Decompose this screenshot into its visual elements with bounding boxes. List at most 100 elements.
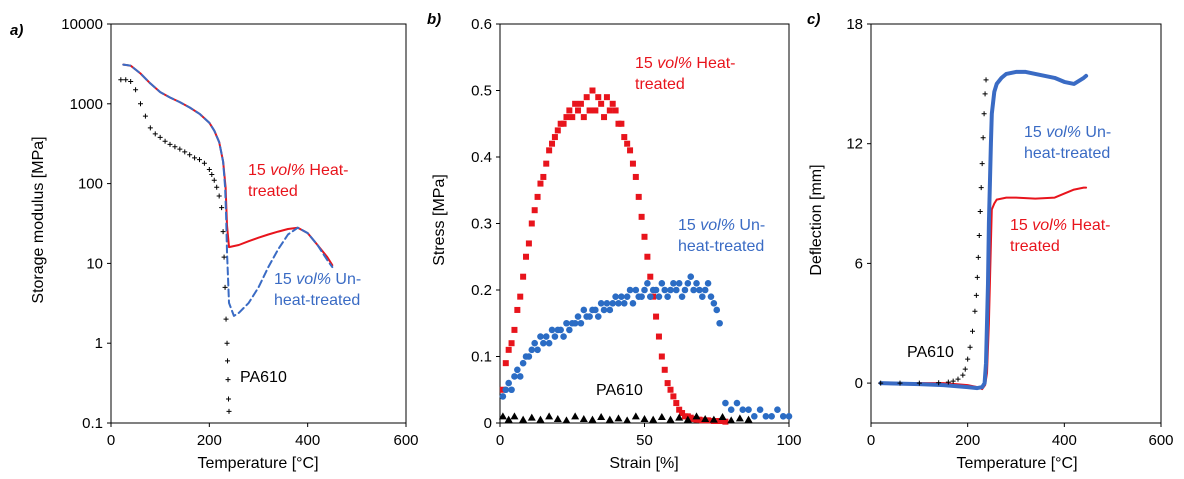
plus-marker: [152, 131, 158, 137]
annotation-italic-part: vol%: [1046, 124, 1081, 141]
plus-marker: [972, 308, 978, 314]
y-axis-title: Storage modulus [MPa]: [30, 136, 47, 303]
y-tick-label: 10: [86, 255, 103, 272]
y-tick-label: 0.4: [471, 149, 492, 166]
circle-marker: [638, 293, 645, 300]
circle-marker: [514, 366, 521, 374]
panel-label: a): [10, 22, 23, 39]
square-marker: [612, 107, 619, 114]
plus-marker: [197, 157, 202, 163]
plus-marker: [222, 284, 228, 290]
annotation-italic-part: vol%: [657, 55, 692, 72]
annotation-part: Heat-: [1067, 217, 1111, 234]
y-tick-label: 18: [846, 16, 863, 33]
circle-marker: [551, 333, 559, 340]
circle-marker: [626, 286, 634, 294]
y-tick-label: 0: [855, 375, 863, 392]
triangle-marker: [553, 415, 562, 423]
triangle-marker: [692, 412, 701, 420]
square-marker: [575, 107, 582, 114]
circle-marker: [618, 293, 625, 300]
circle-marker: [632, 286, 640, 294]
circle-marker: [612, 293, 619, 300]
square-marker: [629, 160, 636, 167]
circle-marker: [580, 306, 588, 314]
plus-marker: [955, 376, 961, 382]
circle-marker: [713, 306, 721, 314]
plus-marker: [980, 135, 986, 141]
square-marker: [514, 306, 521, 313]
circle-marker: [566, 326, 573, 334]
circle-marker: [528, 346, 536, 354]
circle-marker: [499, 393, 507, 400]
annotation-part: Heat-: [692, 55, 736, 72]
square-marker: [586, 107, 593, 114]
annotation-part: Un-: [735, 217, 765, 234]
circle-marker: [768, 413, 775, 420]
annotation-italic-part: vol%: [700, 217, 735, 234]
annotation-label: 15 vol% Heat-treated: [635, 55, 736, 93]
square-marker: [525, 240, 532, 247]
plus-marker: [897, 380, 903, 386]
circle-marker: [684, 280, 692, 287]
plus-marker: [147, 125, 153, 131]
circle-marker: [623, 293, 631, 300]
circle-marker: [511, 373, 518, 380]
triangle-marker: [623, 416, 632, 424]
series-2: [878, 69, 1089, 391]
circle-marker: [519, 359, 527, 367]
chart-panel-a: 0 200 400 600 0.1 1 10 100 1000 10000 Temperature …: [10, 16, 419, 472]
square-marker: [502, 360, 509, 367]
circle-marker: [722, 399, 729, 407]
triangle-marker: [666, 415, 675, 423]
triangle-marker: [519, 415, 528, 423]
plus-marker: [970, 328, 975, 334]
annotation-italic-part: vol%: [1032, 217, 1067, 234]
circle-marker: [701, 286, 709, 294]
annotation-part: 15: [678, 217, 700, 234]
plus-marker: [981, 111, 987, 117]
plus-marker: [973, 292, 979, 298]
plus-marker: [962, 366, 968, 372]
circle-marker: [756, 406, 764, 414]
plus-marker: [974, 274, 980, 280]
x-tick-label: 0: [107, 432, 115, 449]
square-marker: [566, 107, 573, 114]
annotation-label: 15 vol% Un-heat-treated: [274, 271, 361, 309]
triangle-marker: [701, 415, 710, 423]
square-marker: [621, 134, 628, 141]
circle-marker: [707, 293, 715, 300]
circle-marker: [699, 293, 706, 300]
square-marker: [716, 418, 723, 425]
circle-marker: [542, 333, 550, 340]
circle-marker: [774, 406, 781, 414]
circle-marker: [710, 300, 718, 307]
plus-marker: [219, 205, 225, 211]
circle-marker: [641, 286, 648, 294]
triangle-marker: [649, 415, 658, 423]
triangle-marker: [735, 414, 744, 422]
y-tick-label: 0.1: [82, 415, 103, 432]
square-marker: [523, 253, 530, 260]
circle-marker: [502, 386, 510, 394]
square-marker: [676, 406, 683, 413]
circle-marker: [594, 313, 602, 320]
triangle-marker: [640, 415, 649, 423]
circle-marker: [727, 406, 735, 414]
square-marker: [580, 114, 587, 121]
x-tick-label: 400: [1052, 432, 1077, 449]
y-tick-label: 100: [78, 176, 103, 193]
x-tick-label: 200: [955, 432, 980, 449]
panel-label: c): [807, 11, 820, 28]
square-marker: [517, 293, 524, 300]
circle-marker: [508, 386, 515, 394]
circle-marker: [592, 306, 599, 314]
square-marker: [632, 173, 639, 180]
square-marker: [670, 393, 677, 400]
circle-marker: [667, 286, 674, 294]
square-marker: [560, 120, 567, 127]
square-marker: [589, 87, 596, 94]
plus-marker: [224, 340, 230, 346]
circle-marker: [563, 319, 570, 327]
plus-marker: [209, 172, 215, 178]
